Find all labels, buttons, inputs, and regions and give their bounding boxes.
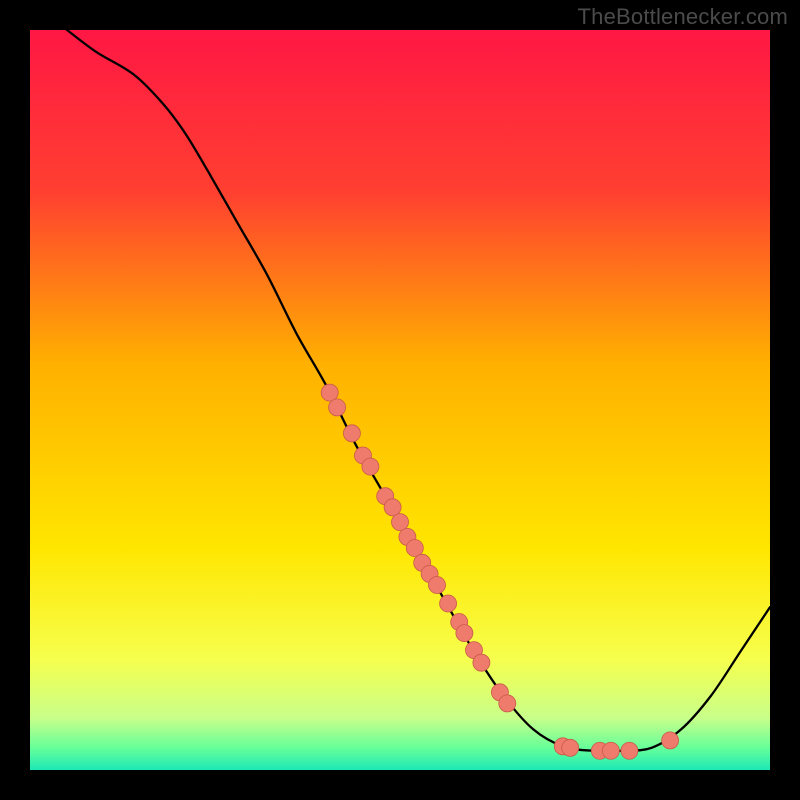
attribution-text: TheBottlenecker.com bbox=[578, 4, 788, 30]
data-marker bbox=[329, 399, 346, 416]
data-marker bbox=[602, 742, 619, 759]
data-marker bbox=[662, 732, 679, 749]
data-marker bbox=[343, 425, 360, 442]
data-marker bbox=[456, 625, 473, 642]
data-marker bbox=[621, 742, 638, 759]
data-marker bbox=[429, 577, 446, 594]
data-marker bbox=[384, 499, 401, 516]
data-marker bbox=[392, 514, 409, 531]
data-marker bbox=[362, 458, 379, 475]
bottleneck-chart bbox=[0, 0, 800, 800]
data-marker bbox=[473, 654, 490, 671]
data-marker bbox=[440, 595, 457, 612]
data-marker bbox=[499, 695, 516, 712]
gradient-background bbox=[30, 30, 770, 770]
data-marker bbox=[562, 739, 579, 756]
data-marker bbox=[406, 540, 423, 557]
chart-container: TheBottlenecker.com bbox=[0, 0, 800, 800]
data-marker bbox=[321, 384, 338, 401]
